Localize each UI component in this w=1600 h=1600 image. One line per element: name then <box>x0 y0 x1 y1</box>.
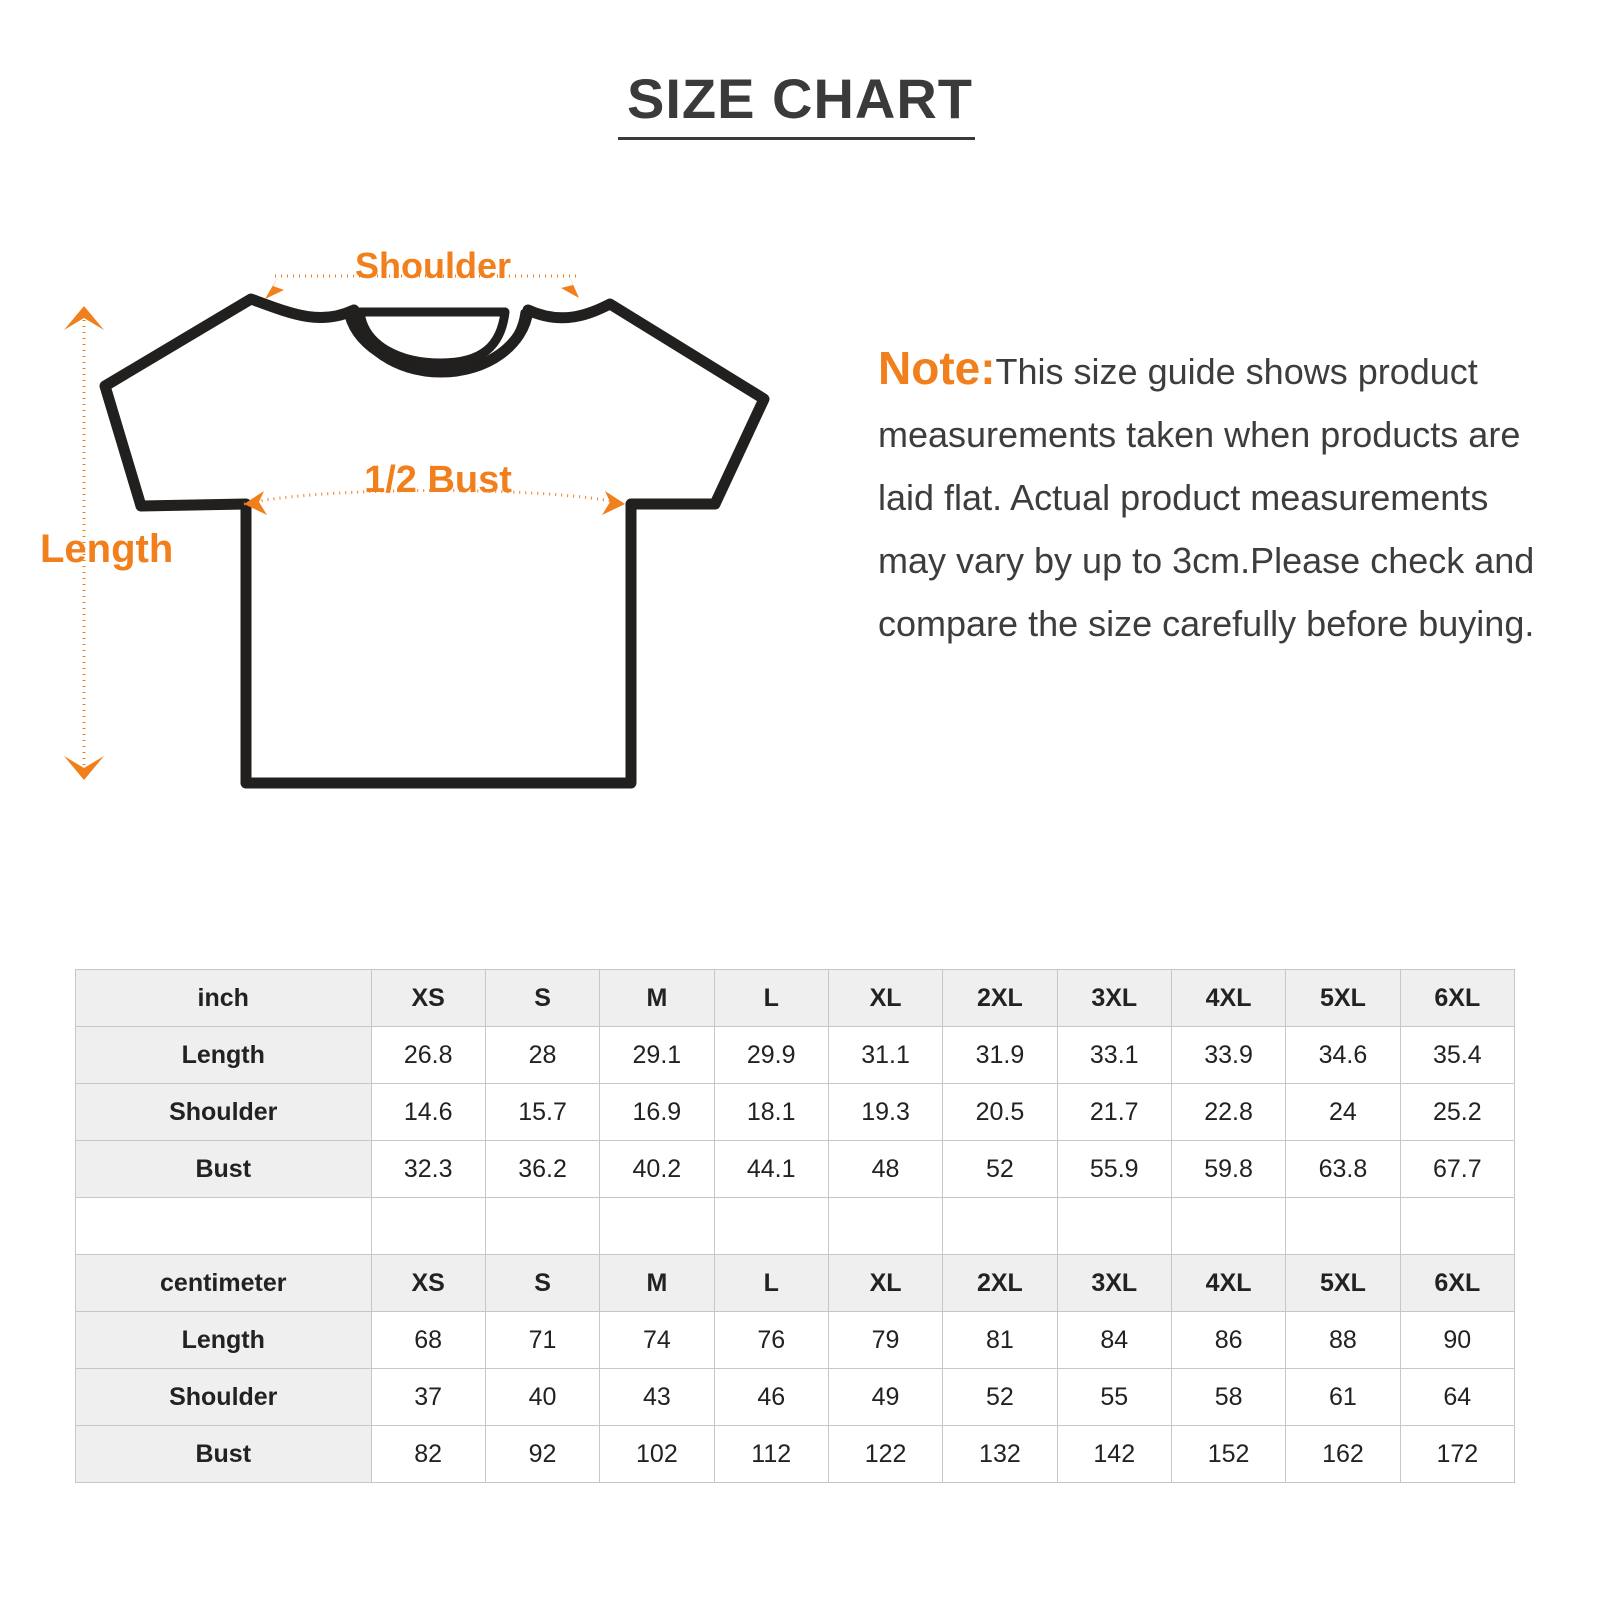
svg-text:1/2 Bust: 1/2 Bust <box>364 459 512 501</box>
svg-text:Length: Length <box>40 527 173 571</box>
svg-text:Shoulder: Shoulder <box>355 250 511 286</box>
